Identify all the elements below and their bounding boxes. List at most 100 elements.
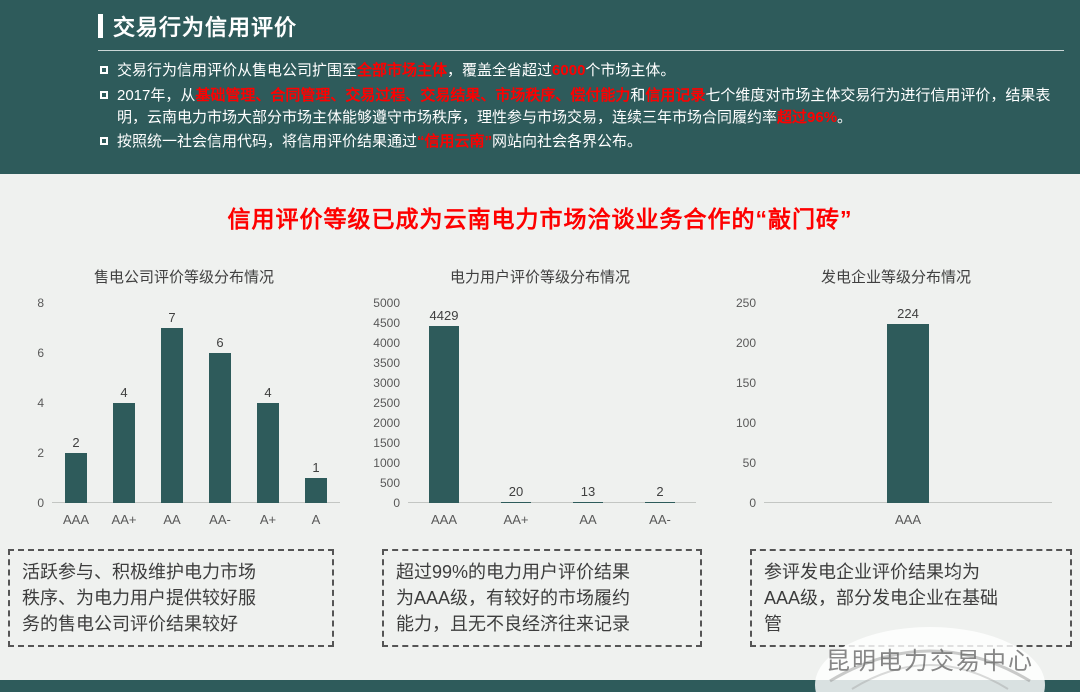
bars-container: 2 AAA 4 AA+ 7 AA 6 AA- 4 A+ 1 A bbox=[52, 303, 340, 527]
y-axis-tick-label: 250 bbox=[735, 296, 756, 310]
bullet-segment: 。 bbox=[837, 108, 853, 126]
bar-value-label: 7 bbox=[168, 310, 176, 325]
bar bbox=[257, 403, 279, 503]
bullet-list: 交易行为信用评价从售电公司扩围至全部市场主体，覆盖全省超过6000个市场主体。 … bbox=[98, 60, 1064, 153]
y-axis-tick-label: 2000 bbox=[373, 416, 400, 430]
y-axis-tick-label: 0 bbox=[393, 496, 400, 510]
y-axis-tick-label: 2 bbox=[37, 446, 44, 460]
y-axis: 8 6 4 2 0 bbox=[6, 296, 52, 510]
x-axis-category-label: AAA bbox=[62, 512, 90, 527]
note-line: 参评发电企业评价结果均为 bbox=[764, 562, 980, 582]
y-axis-tick-label: 0 bbox=[37, 496, 44, 510]
note-line: 超过99%的电力用户评价结果 bbox=[396, 562, 631, 582]
bar bbox=[161, 328, 183, 503]
bottom-accent-bar bbox=[0, 680, 1080, 692]
bar-value-label: 20 bbox=[508, 483, 524, 499]
chart-body: 250 200 150 100 50 0 224 AAA bbox=[718, 296, 1074, 527]
bars-container: 224 AAA bbox=[764, 303, 1052, 527]
bar-group: 4 AA+ bbox=[112, 385, 137, 527]
bullet-segment: 个市场主体。 bbox=[585, 62, 676, 79]
plot-area: 4429 AAA 20 AA+ 13 AA 2 AA- bbox=[408, 303, 696, 527]
title-accent-bar bbox=[98, 14, 103, 38]
bar-value-label: 4 bbox=[264, 385, 272, 400]
bullet-segment: 按照统一社会信用代码，将信用评价结果通过 bbox=[117, 133, 418, 151]
bar-group: 13 AA bbox=[573, 483, 603, 527]
plot-area: 224 AAA bbox=[764, 303, 1052, 527]
y-axis-tick-label: 3500 bbox=[373, 356, 400, 370]
bullet-item: 交易行为信用评价从售电公司扩围至全部市场主体，覆盖全省超过6000个市场主体。 bbox=[98, 60, 1064, 82]
bar-group: 2 AAA bbox=[63, 435, 89, 527]
x-axis-category-label: AA+ bbox=[503, 512, 529, 527]
bar-value-label: 13 bbox=[580, 483, 596, 499]
note-line: 活跃参与、积极维护电力市场 bbox=[22, 562, 256, 582]
header-panel: 交易行为信用评价 交易行为信用评价从售电公司扩围至全部市场主体，覆盖全省超过60… bbox=[0, 0, 1080, 174]
y-axis-tick-label: 8 bbox=[37, 296, 44, 310]
chart-title: 发电企业等级分布情况 bbox=[820, 269, 971, 286]
bullet-highlight: “信用云南” bbox=[417, 133, 493, 151]
y-axis-tick-label: 2500 bbox=[373, 396, 400, 410]
bar-group: 20 AA+ bbox=[501, 483, 531, 527]
y-axis-tick-label: 100 bbox=[735, 416, 756, 430]
chart-body: 5000 4500 4000 3500 3000 2500 2000 1500 1000 500 0… bbox=[362, 296, 718, 527]
bar-value-label: 2 bbox=[72, 435, 80, 450]
x-axis-category-label: A+ bbox=[259, 512, 277, 527]
y-axis-tick-label: 6 bbox=[37, 346, 44, 360]
bar bbox=[887, 323, 929, 503]
bullet-text: 按照统一社会信用代码，将信用评价结果通过“信用云南”网站向社会各界公布。 bbox=[117, 131, 1064, 153]
bullet-segment: 交易行为信用评价从售电公司扩围至 bbox=[117, 62, 358, 79]
bar-value-label: 224 bbox=[897, 305, 919, 321]
section-title: 信用评价等级已成为云南电力市场洽谈业务合作的“敲门砖” bbox=[227, 206, 853, 232]
note-line: 秩序、为电力用户提供较好服 bbox=[22, 588, 256, 609]
bar bbox=[501, 501, 531, 503]
bullet-highlight: 基础管理、合同管理、交易过程、交易结果、市场秩序、偿付能力 bbox=[195, 86, 631, 104]
bar-value-label: 6 bbox=[216, 335, 224, 350]
bar-group: 7 AA bbox=[161, 310, 183, 527]
x-axis-category-label: AA bbox=[579, 512, 597, 527]
bar bbox=[645, 501, 675, 503]
square-bullet-icon bbox=[100, 137, 108, 146]
bar bbox=[113, 403, 135, 503]
note-line: 管 bbox=[764, 614, 782, 635]
y-axis-tick-label: 150 bbox=[735, 376, 756, 390]
bar-value-label: 1 bbox=[312, 460, 320, 475]
y-axis-tick-label: 4500 bbox=[373, 316, 400, 330]
bar-group: 4429 AAA bbox=[429, 308, 459, 527]
note-line: 为AAA级，有较好的市场履约 bbox=[396, 588, 631, 609]
x-axis-category-label: AA+ bbox=[111, 512, 137, 527]
bullet-segment: 网站向社会各界公布。 bbox=[492, 133, 643, 151]
page-title: 交易行为信用评价 bbox=[113, 15, 298, 40]
chart-title: 售电公司评价等级分布情况 bbox=[93, 269, 274, 286]
bar-group: 2 AA- bbox=[645, 484, 675, 527]
note-box-sell-companies: 活跃参与、积极维护电力市场 秩序、为电力用户提供较好服 务的售电公司评价结果较好 bbox=[8, 549, 334, 648]
watermark-text: 昆明电力交易中心 bbox=[826, 648, 1034, 675]
square-bullet-icon bbox=[100, 90, 108, 99]
note-line: 能力，且无不良经济往来记录 bbox=[396, 614, 630, 635]
note-line: AAA级，部分发电企业在基础 bbox=[764, 588, 999, 609]
bar bbox=[65, 453, 87, 503]
bar bbox=[209, 353, 231, 503]
y-axis-tick-label: 3000 bbox=[373, 376, 400, 390]
header-title-row: 交易行为信用评价 bbox=[98, 10, 1064, 51]
x-axis-category-label: A bbox=[311, 512, 321, 527]
y-axis-tick-label: 1500 bbox=[373, 436, 400, 450]
bars-container: 4429 AAA 20 AA+ 13 AA 2 AA- bbox=[408, 303, 696, 527]
y-axis-tick-label: 0 bbox=[749, 496, 756, 510]
bar-group: 6 AA- bbox=[209, 335, 231, 527]
bullet-highlight: 超过96% bbox=[777, 108, 838, 126]
bullet-text: 交易行为信用评价从售电公司扩围至全部市场主体，覆盖全省超过6000个市场主体。 bbox=[117, 60, 1064, 82]
note-box-power-users: 超过99%的电力用户评价结果 为AAA级，有较好的市场履约 能力，且无不良经济往… bbox=[382, 549, 702, 648]
y-axis: 5000 4500 4000 3500 3000 2500 2000 1500 1000 500 0 bbox=[362, 296, 408, 510]
bullet-item: 按照统一社会信用代码，将信用评价结果通过“信用云南”网站向社会各界公布。 bbox=[98, 131, 1064, 153]
chart-generation-companies: 发电企业等级分布情况 250 200 150 100 50 0 224 AAA bbox=[718, 266, 1074, 527]
bullet-segment: 七个维度对市场主体交易行为进行信用评价，结果表明，云南电力市场大部分市场主体能够… bbox=[117, 86, 1051, 126]
y-axis-tick-label: 4 bbox=[37, 396, 44, 410]
bullet-highlight: 信用记录 bbox=[645, 86, 706, 104]
bar-group: 4 A+ bbox=[257, 385, 279, 527]
note-box-generation-companies: 参评发电企业评价结果均为 AAA级，部分发电企业在基础 管 bbox=[750, 549, 1072, 648]
y-axis-tick-label: 4000 bbox=[373, 336, 400, 350]
bullet-highlight: 全部市场主体 bbox=[357, 62, 448, 79]
main-content: 信用评价等级已成为云南电力市场洽谈业务合作的“敲门砖” 售电公司评价等级分布情况… bbox=[0, 200, 1080, 648]
note-line: 务的售电公司评价结果较好 bbox=[22, 614, 238, 635]
